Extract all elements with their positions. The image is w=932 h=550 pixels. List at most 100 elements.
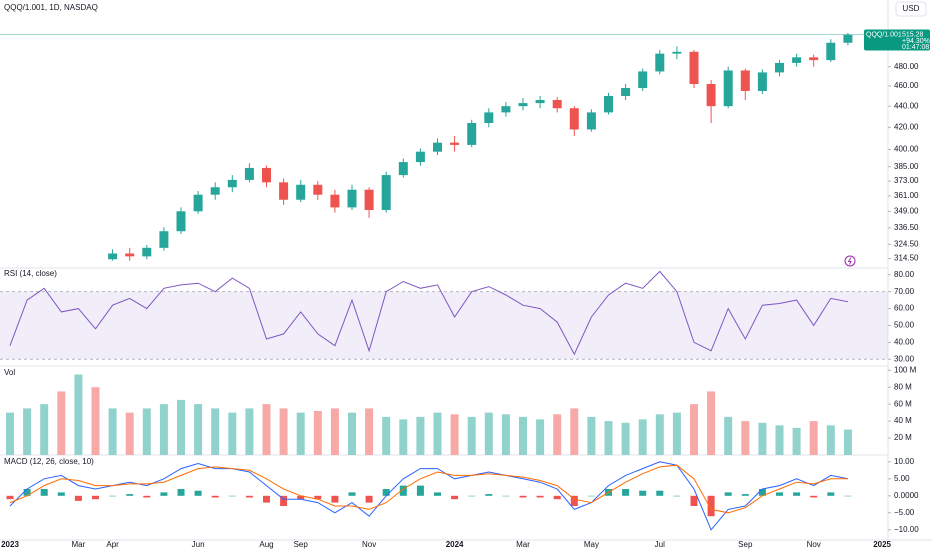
candle-body <box>125 253 135 257</box>
candle-body <box>586 112 596 130</box>
candle-body <box>142 247 152 257</box>
x-tick-label: Sep <box>738 540 753 549</box>
macd-histogram-bar <box>690 495 698 506</box>
volume-bar <box>826 425 835 455</box>
candle-body <box>621 87 631 96</box>
y-tick-label: 100 M <box>894 365 917 374</box>
y-tick-label: 373.00 <box>894 176 919 185</box>
macd-histogram-bar <box>160 492 168 496</box>
volume-bar <box>6 412 14 455</box>
volume-bar <box>553 414 562 455</box>
macd-histogram-bar <box>382 489 390 496</box>
candle-body <box>792 57 802 63</box>
macd-histogram-bar <box>177 489 185 496</box>
macd-histogram-bar <box>365 495 373 503</box>
y-tick-label: 400.00 <box>894 145 919 154</box>
volume-bar <box>125 412 134 455</box>
volume-bar <box>570 408 579 455</box>
y-tick-label: 385.00 <box>894 162 919 171</box>
macd-histogram-bar <box>280 495 288 506</box>
macd-histogram-bar <box>741 494 749 496</box>
price-pane-title: QQQ/1.001, 1D, NASDAQ <box>4 3 98 12</box>
candle-body <box>535 100 545 104</box>
macd-histogram-bar <box>758 489 766 496</box>
macd-histogram-bar <box>451 495 459 500</box>
currency[interactable]: USD <box>903 4 920 13</box>
volume-bar <box>108 408 117 455</box>
macd-histogram-bar <box>23 489 31 496</box>
volume-bar <box>707 391 716 455</box>
x-tick-label: Sep <box>294 540 309 549</box>
candle-body <box>638 71 648 88</box>
volume-bar <box>228 412 237 455</box>
candle-body <box>826 42 836 61</box>
change-label: +94.30% <box>902 38 930 45</box>
vol-pane-title: Vol <box>4 368 15 377</box>
y-tick-label: −10.00 <box>894 525 919 534</box>
macd-histogram-bar <box>228 495 236 497</box>
macd-histogram-bar <box>74 495 82 501</box>
last-price: 515.28 <box>902 31 924 38</box>
currency-button[interactable] <box>895 1 927 17</box>
alert-icon-circle[interactable] <box>844 255 856 267</box>
x-tick-label: Aug <box>259 540 273 549</box>
x-tick-label: Mar <box>72 540 86 549</box>
price-label: QQQ/1.001 <box>866 31 902 38</box>
alert-icon[interactable] <box>844 255 856 267</box>
volume-bar <box>365 408 374 455</box>
y-tick-label: 20 M <box>894 433 912 442</box>
volume-bar <box>194 404 203 455</box>
y-tick-label: 0.0000 <box>894 491 919 500</box>
candle-body <box>279 182 289 200</box>
volume-bar <box>519 416 527 455</box>
volume-bar <box>792 427 801 455</box>
y-tick-label: 420.00 <box>894 122 919 131</box>
macd-histogram-bar <box>40 489 48 496</box>
volume-bar <box>758 422 767 455</box>
volume-bar <box>690 404 698 455</box>
candle-body <box>364 189 374 210</box>
candle-body <box>381 175 391 210</box>
y-tick-label: 361.00 <box>894 191 919 200</box>
candle-body <box>227 179 237 188</box>
volume-bar <box>775 425 784 455</box>
volume-bar <box>313 410 322 455</box>
macd-histogram-bar <box>656 490 664 496</box>
candle-body <box>415 151 425 163</box>
candle-body <box>484 112 494 123</box>
candle-body <box>689 51 699 85</box>
x-tick-label: 2024 <box>446 540 464 549</box>
candle-body <box>757 72 767 91</box>
alert-icon-bolt[interactable] <box>847 257 852 265</box>
macd-histogram-bar <box>793 492 801 496</box>
macd-histogram-bar <box>536 495 544 498</box>
candle-body <box>672 51 682 54</box>
macd-histogram-bar <box>468 495 476 497</box>
candle-body <box>604 95 613 113</box>
volume-bar <box>416 416 425 455</box>
volume-bar <box>74 374 83 455</box>
volume-bar <box>621 422 630 455</box>
macd-histogram-bar <box>622 489 630 496</box>
x-tick-label: Jun <box>192 540 205 549</box>
volume-bar <box>279 408 288 455</box>
volume-bar <box>843 429 852 455</box>
volume-bar <box>262 404 271 455</box>
candle-body <box>193 194 203 212</box>
candle-body <box>706 84 716 107</box>
candle-body <box>176 211 186 232</box>
candle-body <box>569 108 579 130</box>
rsi-line <box>9 270 848 356</box>
volume-bar <box>450 414 459 455</box>
macd-histogram-bar <box>6 495 14 500</box>
macd-histogram-bar <box>810 495 818 498</box>
macd-histogram-bar <box>570 495 578 506</box>
volume-bar <box>536 419 545 455</box>
y-tick-label: 30.00 <box>894 354 915 363</box>
candle-body <box>262 167 271 183</box>
candle-body <box>108 253 118 260</box>
volume-bar <box>245 408 254 455</box>
candle-body <box>398 162 408 176</box>
volume-bar <box>501 414 510 455</box>
volume-bar <box>672 412 681 455</box>
